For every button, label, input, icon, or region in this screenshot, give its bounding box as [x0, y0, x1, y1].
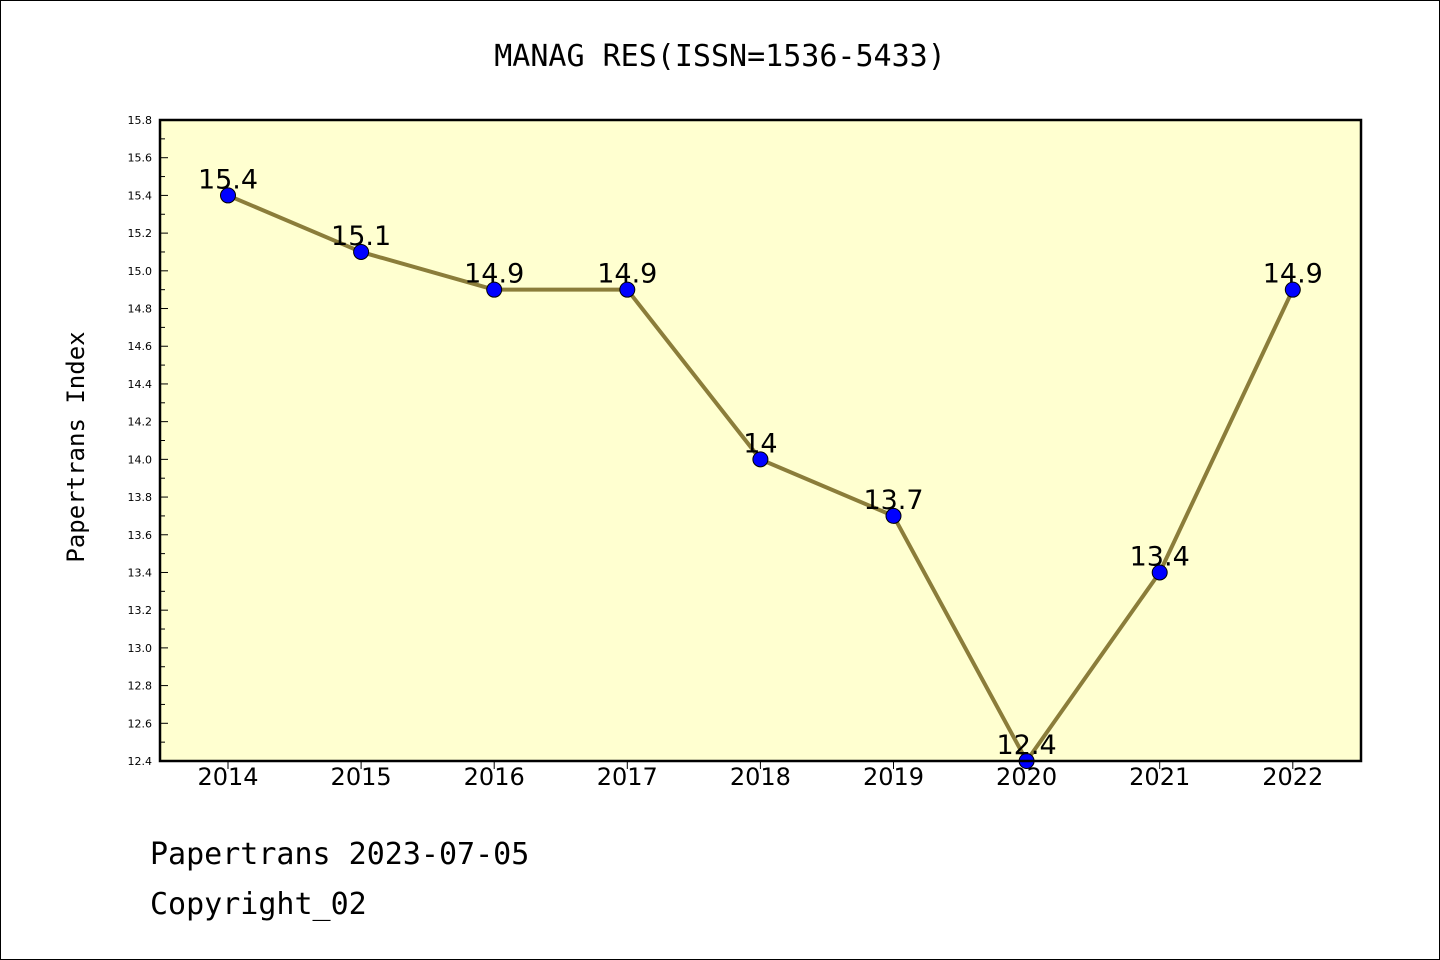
- data-label: 14: [743, 428, 777, 459]
- data-point: [486, 281, 503, 298]
- y-tick-label: 14.0: [128, 453, 153, 466]
- data-label: 13.4: [1130, 541, 1190, 572]
- y-tick-label: 15.2: [128, 227, 153, 240]
- data-label: 12.4: [997, 730, 1057, 761]
- x-tick-label: 2017: [597, 763, 658, 791]
- y-axis: 12.4 12.6 12.8 13.0 13.2 13.4 13.6 13.8 14.0 14.2…: [128, 114, 168, 768]
- footer-date: Papertrans 2023-07-05: [150, 837, 529, 872]
- y-tick-label: 12.8: [128, 680, 153, 693]
- data-label: 15.4: [198, 164, 258, 195]
- data-label: 15.1: [331, 221, 391, 252]
- y-tick-label: 13.4: [128, 566, 153, 579]
- y-tick-label: 12.4: [128, 755, 153, 768]
- y-axis-label: Papertrans Index: [62, 331, 90, 562]
- plot-area: [160, 120, 1361, 761]
- y-tick-label: 13.6: [128, 529, 153, 542]
- x-tick-label: 2015: [331, 763, 392, 791]
- data-point: [353, 243, 370, 260]
- y-tick-label: 13.8: [128, 491, 153, 504]
- data-label: 14.9: [464, 259, 524, 290]
- y-tick-label: 15.8: [128, 114, 153, 127]
- x-tick-label: 2016: [464, 763, 525, 791]
- x-tick-label: 2021: [1129, 763, 1190, 791]
- x-tick-label: 2019: [863, 763, 924, 791]
- data-points: [220, 187, 1301, 769]
- y-tick-label: 14.2: [128, 416, 153, 429]
- x-axis: 2014 2015 2016 2017 2018 2019 2020 2021 2022: [197, 761, 1323, 791]
- data-point: [220, 187, 236, 204]
- y-tick-label: 15.0: [128, 265, 153, 278]
- x-tick-label: 2018: [730, 763, 791, 791]
- y-tick-label: 12.6: [128, 717, 153, 730]
- data-point: [885, 507, 902, 524]
- y-tick-label: 13.0: [128, 642, 153, 655]
- data-labels: 15.4 15.1 14.9 14.9 14 13.7 12.4 13.4 14.9: [198, 164, 1323, 761]
- y-tick-label: 15.6: [128, 152, 153, 165]
- y-tick-label: 13.2: [128, 604, 153, 617]
- y-tick-label: 14.8: [128, 303, 153, 316]
- chart-title: MANAG RES(ISSN=1536-5433): [494, 39, 946, 74]
- data-point: [1284, 281, 1301, 298]
- data-point: [1151, 564, 1168, 581]
- plot-border: [158, 118, 1363, 763]
- footer-copyright: Copyright_02: [150, 887, 367, 922]
- y-tick-label: 14.6: [128, 340, 153, 353]
- data-label: 14.9: [597, 259, 657, 290]
- y-tick-label: 15.4: [128, 189, 153, 202]
- x-tick-label: 2014: [197, 763, 258, 791]
- x-tick-label: 2022: [1262, 763, 1323, 791]
- data-point: [752, 451, 769, 468]
- data-label: 14.9: [1263, 259, 1323, 290]
- y-tick-label: 14.4: [128, 378, 153, 391]
- data-point: [619, 281, 636, 298]
- data-label: 13.7: [863, 485, 923, 516]
